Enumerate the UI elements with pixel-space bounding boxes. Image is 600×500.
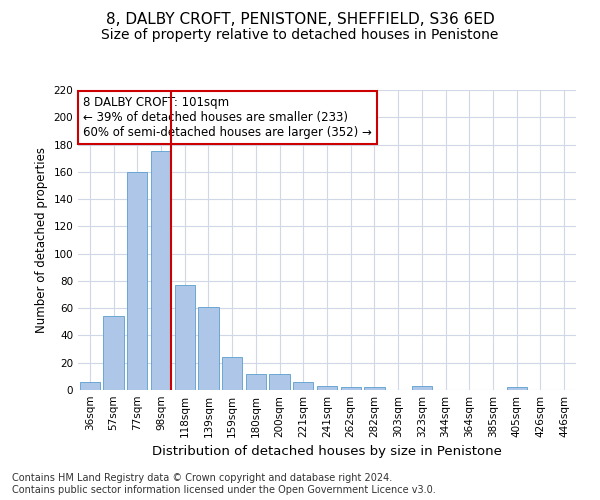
Bar xyxy=(341,388,361,390)
Y-axis label: Number of detached properties: Number of detached properties xyxy=(35,147,48,333)
Bar xyxy=(175,285,195,390)
Bar xyxy=(103,316,124,390)
Bar xyxy=(269,374,290,390)
X-axis label: Distribution of detached houses by size in Penistone: Distribution of detached houses by size … xyxy=(152,446,502,458)
Bar xyxy=(127,172,148,390)
Bar xyxy=(412,386,432,390)
Text: 8, DALBY CROFT, PENISTONE, SHEFFIELD, S36 6ED: 8, DALBY CROFT, PENISTONE, SHEFFIELD, S3… xyxy=(106,12,494,28)
Bar xyxy=(293,382,313,390)
Bar xyxy=(222,358,242,390)
Bar xyxy=(246,374,266,390)
Bar xyxy=(317,386,337,390)
Bar xyxy=(506,388,527,390)
Bar xyxy=(80,382,100,390)
Text: 8 DALBY CROFT: 101sqm
← 39% of detached houses are smaller (233)
60% of semi-det: 8 DALBY CROFT: 101sqm ← 39% of detached … xyxy=(83,96,372,139)
Bar xyxy=(364,388,385,390)
Bar xyxy=(199,307,218,390)
Bar xyxy=(151,152,171,390)
Text: Size of property relative to detached houses in Penistone: Size of property relative to detached ho… xyxy=(101,28,499,42)
Text: Contains HM Land Registry data © Crown copyright and database right 2024.
Contai: Contains HM Land Registry data © Crown c… xyxy=(12,474,436,495)
